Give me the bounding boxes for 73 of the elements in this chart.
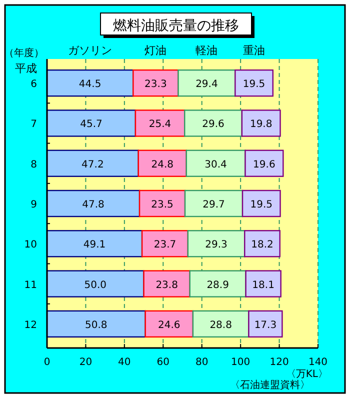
data-label: 19.8 — [250, 119, 272, 130]
bar — [46, 110, 136, 137]
y-tick-label: 10 — [24, 240, 37, 251]
bar — [46, 230, 143, 258]
data-label: 17.3 — [254, 320, 277, 331]
x-tick-label: 80 — [195, 357, 208, 368]
x-tick-label: 60 — [156, 357, 170, 368]
data-label: 29.7 — [202, 200, 225, 210]
bar — [143, 270, 190, 298]
data-label: 19.5 — [250, 200, 273, 210]
data-label: 24.8 — [151, 159, 174, 170]
y-axis-title: 平成 — [15, 62, 37, 75]
bar — [234, 69, 274, 97]
bar — [244, 150, 284, 177]
data-label: 47.8 — [82, 200, 104, 210]
text: 〈石油連盟資料〉 — [230, 379, 310, 391]
bar — [46, 190, 140, 218]
bar — [144, 310, 194, 338]
x-tick-label: 140 — [308, 357, 328, 368]
series-label: 重油 — [243, 44, 266, 57]
data-label: 47.2 — [82, 159, 104, 170]
bar — [138, 190, 186, 218]
x-tick-label: 100 — [231, 357, 250, 368]
bar — [245, 270, 282, 298]
data-label: 50.0 — [84, 280, 107, 291]
y-tick-label: 12 — [24, 320, 37, 331]
y-tick-label: 8 — [30, 159, 37, 170]
data-label: 18.1 — [252, 280, 274, 291]
data-label: 25.4 — [148, 119, 172, 130]
bar — [134, 110, 186, 137]
bar — [46, 150, 139, 177]
bar — [248, 310, 283, 338]
data-label: 29.3 — [205, 240, 228, 251]
data-label: 45.7 — [80, 119, 102, 130]
bar — [46, 310, 146, 338]
bar — [46, 69, 134, 97]
data-label: 29.6 — [202, 119, 224, 130]
data-label: 19.5 — [242, 79, 266, 90]
y-tick-label: 7 — [30, 119, 37, 130]
data-label: 23.8 — [156, 280, 178, 291]
bar — [132, 69, 179, 97]
y-tick-label: 9 — [30, 200, 37, 210]
series-label: 軽油 — [196, 44, 218, 57]
data-label: 23.7 — [154, 240, 176, 251]
data-label: 49.1 — [83, 240, 106, 251]
bar — [244, 230, 280, 258]
data-label: 23.5 — [151, 200, 174, 210]
x-tick-label: 40 — [118, 357, 131, 368]
data-label: 29.4 — [196, 79, 218, 90]
data-label: 50.8 — [85, 320, 108, 331]
x-tick-label: 0 — [44, 357, 50, 368]
data-label: 44.5 — [78, 79, 102, 90]
data-label: 18.2 — [251, 240, 274, 251]
data-label: 24.6 — [158, 320, 180, 331]
data-label: 28.8 — [210, 320, 232, 331]
y-tick-label: 6 — [30, 79, 37, 90]
data-label: 19.6 — [253, 159, 276, 170]
bar — [141, 230, 189, 258]
x-tick-label: 20 — [79, 357, 92, 368]
series-label: ガソリン — [68, 44, 112, 57]
data-label: 28.9 — [206, 280, 229, 291]
y-tick-label: 11 — [24, 280, 37, 291]
bar — [242, 190, 281, 218]
bar — [138, 150, 187, 177]
x-tick-label: 120 — [270, 357, 289, 368]
chart-title: 燃料油販売量の推移 — [113, 18, 239, 34]
data-label: 30.4 — [204, 159, 227, 170]
x-axis-title: 〈万KL〉 — [286, 369, 328, 380]
text: （年度） — [4, 47, 44, 59]
bar — [241, 110, 281, 137]
data-label: 23.3 — [144, 79, 167, 90]
bar — [46, 270, 144, 298]
series-label: 灯油 — [144, 44, 167, 57]
